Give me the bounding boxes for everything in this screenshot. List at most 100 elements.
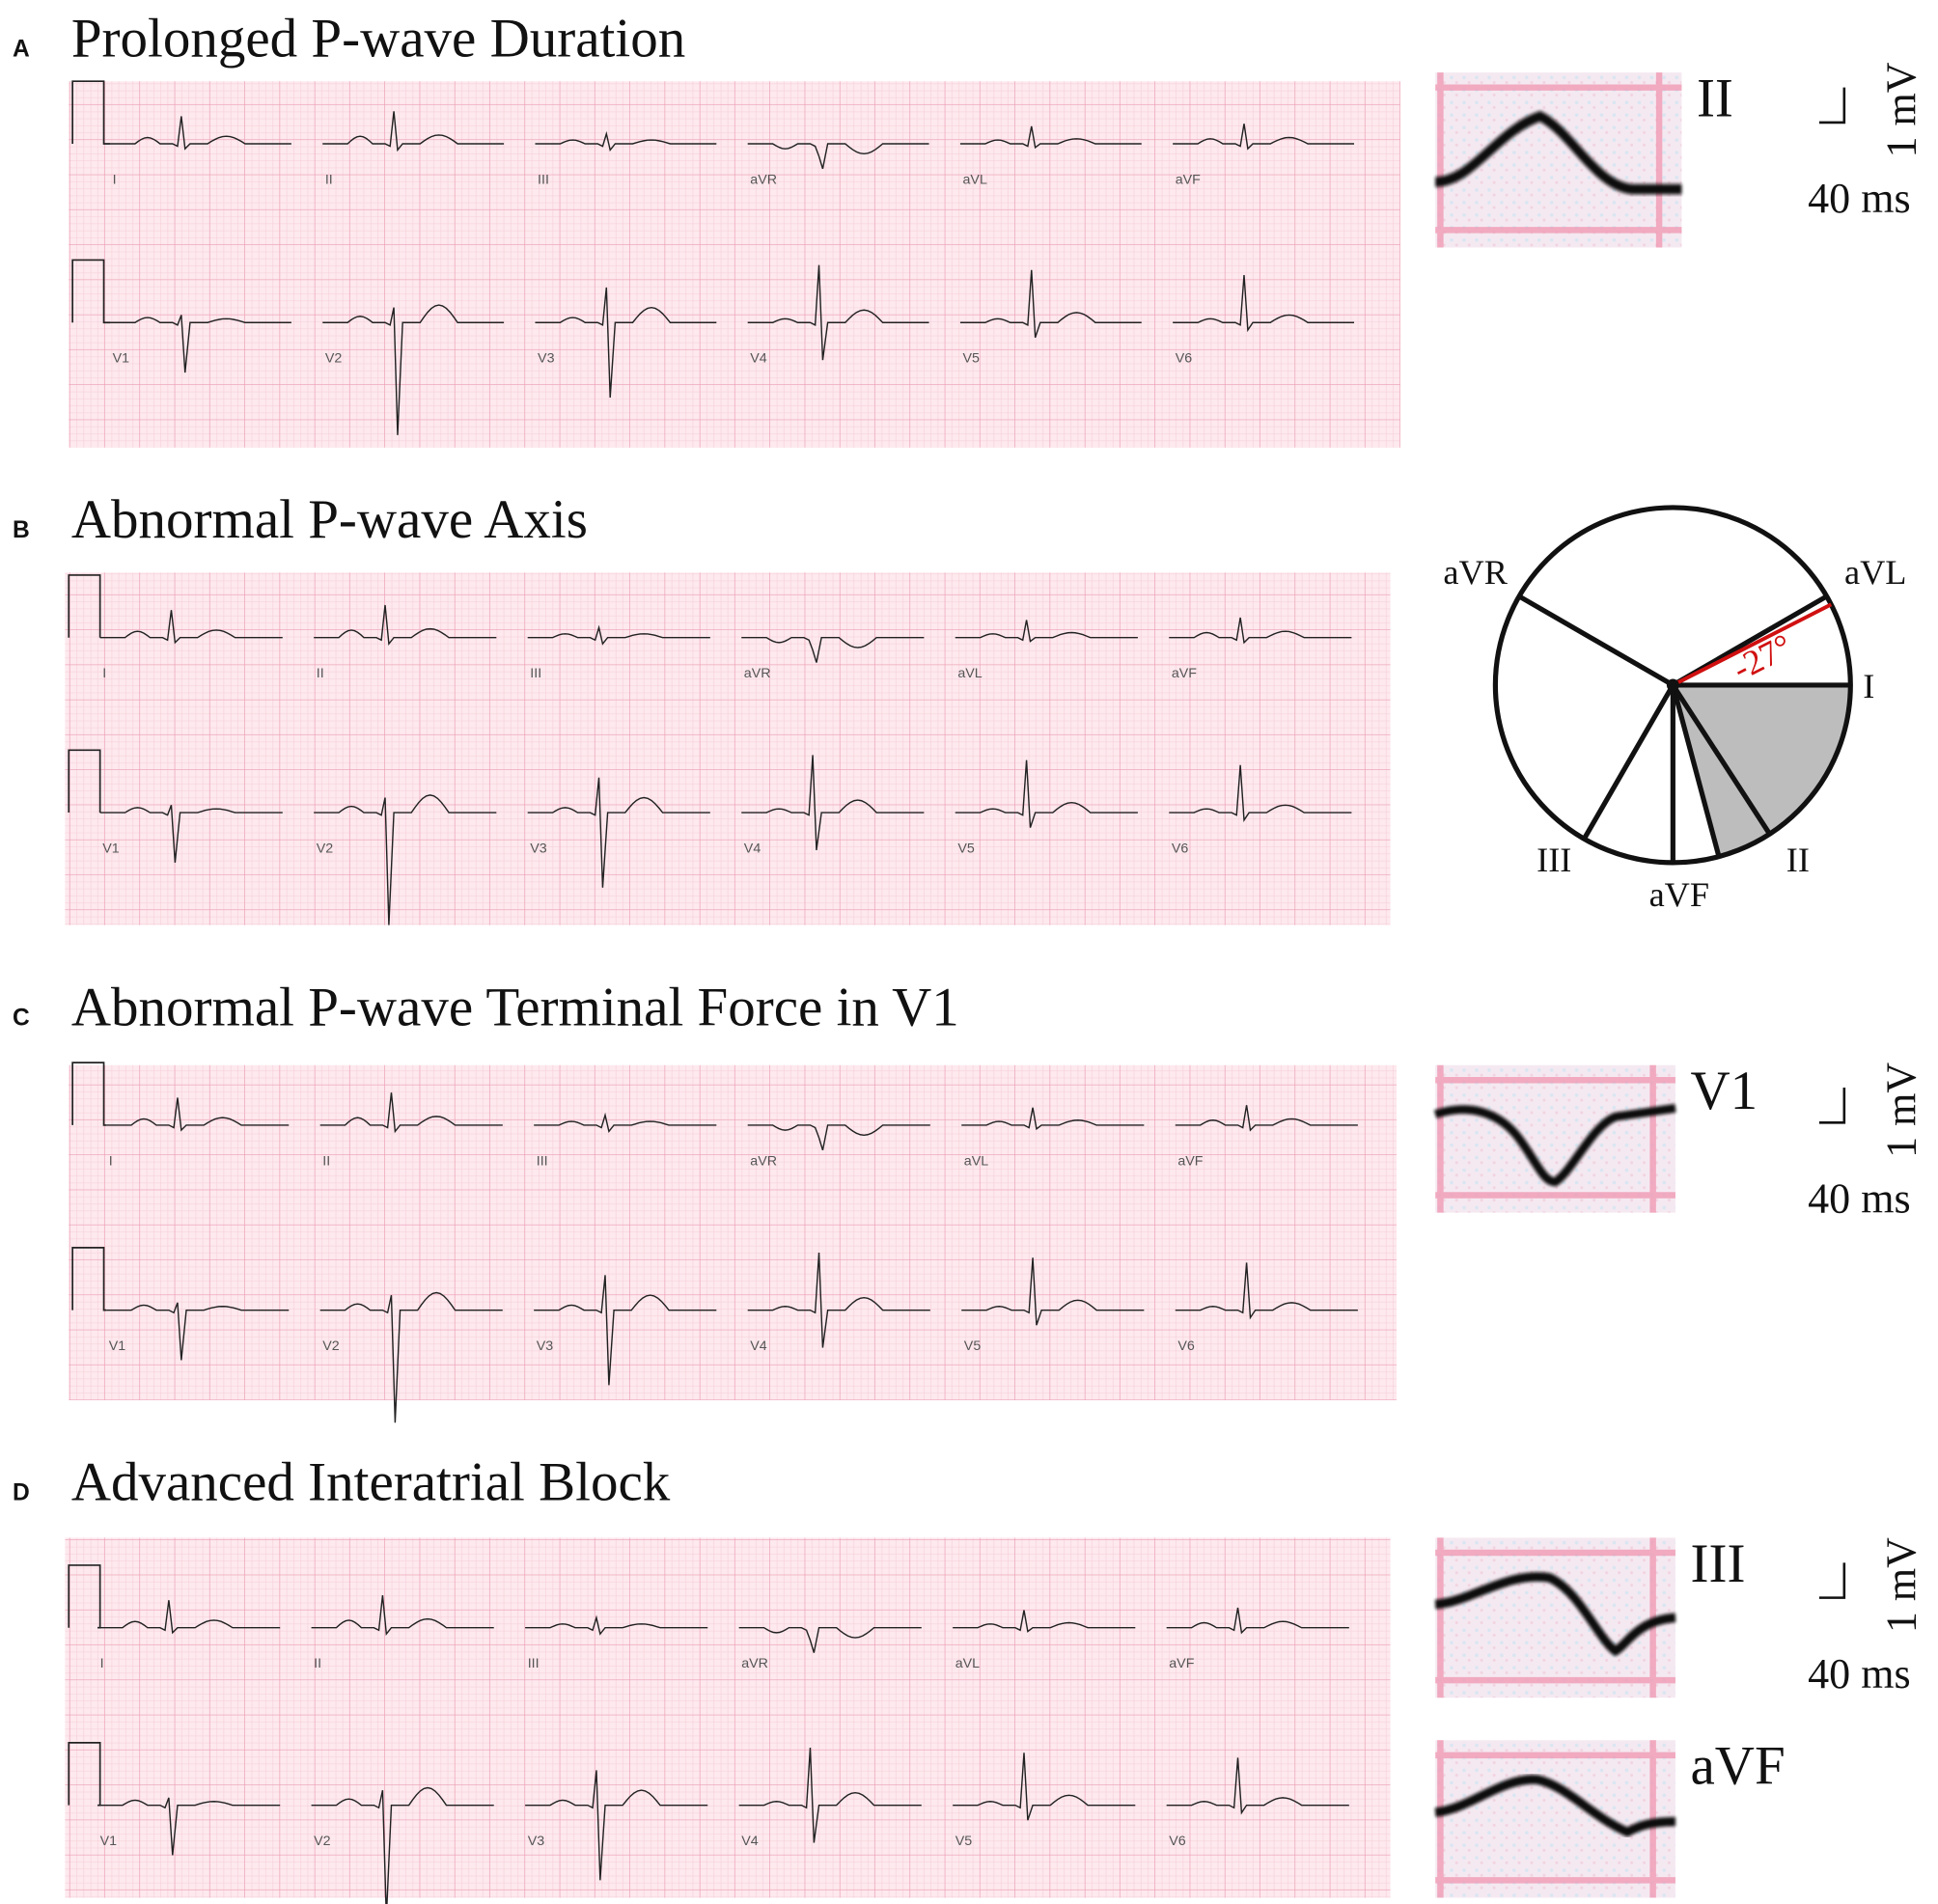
- lead-label: II: [322, 1153, 330, 1169]
- ecg-trace: [1169, 617, 1352, 645]
- ecg-trace: [741, 636, 925, 663]
- lead-label: II: [325, 172, 333, 187]
- lead-label: aVR: [741, 1656, 768, 1671]
- ecg-trace: [97, 1600, 281, 1635]
- inset: [1434, 72, 1682, 248]
- axis-lead-label: II: [1786, 841, 1810, 879]
- ecg-trace: [311, 1594, 494, 1636]
- lead-label: V3: [537, 1338, 554, 1354]
- ecg-trace: [747, 143, 929, 170]
- calibration-pulse: [68, 574, 101, 638]
- ecg-trace: [961, 1107, 1145, 1131]
- inset-trace: [1434, 1572, 1676, 1656]
- axis-line: [1517, 593, 1675, 688]
- panel-letter: D: [13, 1480, 30, 1506]
- lead-label: aVR: [750, 172, 777, 187]
- panel-title: Abnormal P-wave Axis: [71, 489, 588, 550]
- panel-letter: C: [13, 1005, 30, 1031]
- lead-label: aVF: [1172, 666, 1197, 681]
- axis-p-vector: [1672, 602, 1833, 687]
- ecg-trace: [961, 1257, 1145, 1326]
- lead-label: V1: [102, 842, 120, 857]
- lead-label: aVF: [1177, 1153, 1203, 1169]
- lead-label: V6: [1172, 842, 1189, 857]
- axis-line: [1582, 683, 1675, 841]
- lead-label: V5: [964, 1338, 982, 1354]
- axis-lead-label: aVF: [1649, 875, 1709, 914]
- lead-label: aVR: [750, 1153, 777, 1169]
- lead-label: V3: [528, 1834, 545, 1849]
- ecg-trace: [738, 1748, 922, 1843]
- inset-grid: [1435, 1537, 1675, 1698]
- lead-label: V1: [100, 1834, 118, 1849]
- ecg-trace: [1175, 1105, 1358, 1132]
- inset-label: V1: [1690, 1061, 1758, 1121]
- lead-label: V1: [109, 1338, 126, 1354]
- ecg-trace: [525, 1614, 708, 1636]
- axis-line: [1670, 684, 1722, 858]
- scale-horizontal: 40 ms: [1808, 1175, 1910, 1223]
- ecg-grid-lines: [65, 1537, 1391, 1898]
- ecg-trace: [314, 604, 497, 646]
- inset: [1434, 1537, 1676, 1698]
- axis-lead-label: aVL: [1844, 553, 1906, 592]
- inset-grid: [1435, 1064, 1675, 1213]
- lead-label: V6: [1169, 1834, 1186, 1849]
- lead-label: V5: [957, 842, 975, 857]
- lead-label: aVL: [963, 172, 987, 187]
- ecg-trace: [1175, 1262, 1358, 1320]
- ecg-trace: [319, 1291, 503, 1423]
- lead-label: V1: [113, 351, 130, 367]
- ecg-trace: [322, 304, 505, 435]
- axis-center: [1666, 678, 1679, 692]
- calibration-pulse: [71, 1062, 107, 1126]
- inset-label: III: [1690, 1533, 1745, 1594]
- ecg-trace: [741, 755, 925, 851]
- scale-bracket: [1818, 87, 1846, 124]
- calibration-pulse: [71, 1247, 107, 1311]
- lead-label: V6: [1176, 351, 1193, 367]
- ecg-trace: [525, 1770, 708, 1881]
- lead-label: V4: [750, 1338, 767, 1354]
- lead-label: III: [538, 172, 549, 187]
- scale-horizontal: 40 ms: [1808, 1650, 1910, 1697]
- ecg-trace: [534, 1275, 717, 1386]
- ecg-trace: [534, 1112, 717, 1133]
- lead-label: V2: [322, 1338, 340, 1354]
- ecg-trace: [747, 1253, 930, 1348]
- inset: [1434, 1740, 1675, 1898]
- ecg-trace: [106, 1302, 290, 1361]
- lead-label: V2: [317, 842, 334, 857]
- lead-label: V4: [741, 1834, 759, 1849]
- ecg-grid-lines: [69, 81, 1400, 448]
- ecg-trace: [747, 1124, 930, 1151]
- calibration-pulse: [68, 749, 101, 814]
- lead-label: III: [528, 1656, 540, 1671]
- ecg-trace: [1173, 124, 1355, 151]
- inset-grid: [1435, 1740, 1675, 1898]
- ecg-trace: [527, 624, 710, 646]
- inset-trace: [1434, 111, 1682, 195]
- ecg-trace: [953, 1752, 1136, 1821]
- lead-label: aVF: [1176, 172, 1201, 187]
- lead-label: V3: [530, 842, 547, 857]
- axis-lead-label: III: [1537, 841, 1571, 879]
- lead-label: V2: [314, 1834, 331, 1849]
- ecg-trace: [314, 794, 497, 925]
- ecg-trace: [747, 264, 929, 361]
- inset-trace: [1434, 1775, 1675, 1837]
- axis-sector: [1673, 684, 1851, 857]
- inset-grid-lines: [1435, 1740, 1675, 1898]
- ecg-grid-lines: [69, 1064, 1398, 1400]
- panel-title: Abnormal P-wave Terminal Force in V1: [71, 977, 959, 1037]
- lead-label: V4: [744, 842, 761, 857]
- lead-label: aVR: [744, 666, 771, 681]
- ecg-trace: [738, 1626, 922, 1653]
- lead-label: V6: [1177, 1338, 1195, 1354]
- ecg-trace: [97, 1797, 281, 1856]
- inset-grid-lines: [1435, 72, 1682, 248]
- scale-bracket: [1818, 1088, 1846, 1124]
- inset-grid-lines: [1435, 1537, 1675, 1698]
- scale-horizontal: 40 ms: [1808, 175, 1910, 222]
